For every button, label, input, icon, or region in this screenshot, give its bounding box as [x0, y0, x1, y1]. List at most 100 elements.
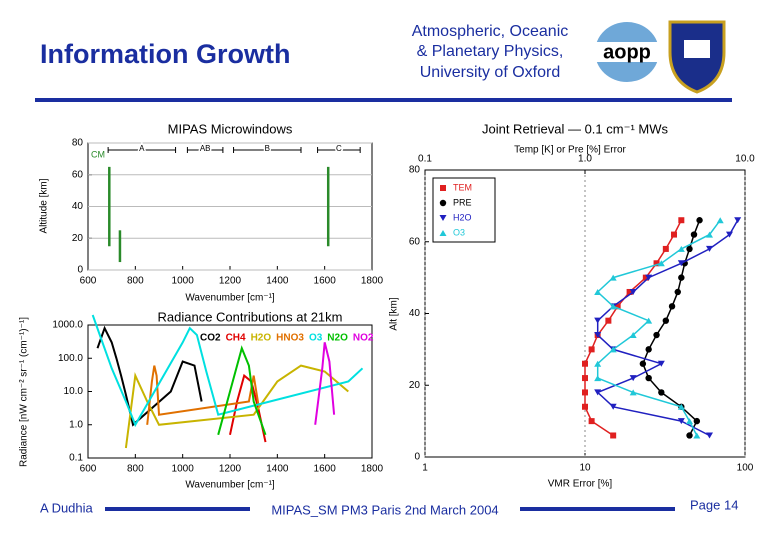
- point: [678, 274, 685, 281]
- y-tick-label: 0.1: [69, 453, 83, 464]
- x-axis-label: Wavenumber [cm⁻¹]: [185, 480, 275, 491]
- legend-label: O3: [309, 333, 323, 344]
- x-tick-label: 800: [127, 464, 144, 475]
- point: [582, 403, 588, 410]
- legend-label: H2O: [251, 333, 272, 344]
- point: [653, 331, 660, 339]
- point: [440, 185, 446, 191]
- y-tick-label: 80: [72, 138, 84, 149]
- point: [662, 245, 669, 252]
- legend-label: N2O: [327, 333, 348, 344]
- point: [657, 260, 665, 267]
- x-tick-label: 600: [80, 276, 97, 287]
- y-tick-label: 60: [72, 169, 84, 180]
- institute-line: University of Oxford: [420, 64, 560, 81]
- point: [642, 274, 649, 281]
- aopp-logo-text: aopp: [603, 41, 651, 63]
- point: [645, 317, 653, 324]
- point: [594, 317, 602, 324]
- chart-title: Radiance Contributions at 21km: [158, 309, 343, 324]
- point: [439, 199, 447, 207]
- y-axis-label: Radiance [nW cm⁻² sr⁻¹ (cm⁻¹)⁻¹]: [19, 317, 30, 467]
- y-axis-label: Alt [km]: [389, 297, 400, 331]
- x-tick-label: 600: [80, 464, 97, 475]
- profile-line: [642, 219, 701, 436]
- point: [629, 389, 637, 396]
- x-tick-label: 1800: [361, 276, 384, 287]
- profile-line: [584, 219, 682, 437]
- point: [668, 303, 676, 310]
- legend-label: NO2: [353, 333, 374, 344]
- x-tick-label: 1200: [219, 276, 242, 287]
- point: [588, 346, 595, 353]
- point: [610, 432, 617, 439]
- slide-title: Information Growth: [40, 39, 290, 69]
- footer-event: MIPAS_SM PM3 Paris 2nd March 2004: [271, 502, 498, 517]
- radiance-line: [229, 373, 267, 443]
- radiance-line: [124, 364, 349, 449]
- aopp-logo-band: [593, 42, 661, 62]
- chart-title: Joint Retrieval — 0.1 cm⁻¹ MWs: [482, 121, 669, 136]
- legend-label: H2O: [453, 212, 472, 222]
- point: [629, 332, 637, 339]
- point: [582, 389, 588, 396]
- y-tick-label: 0: [414, 452, 420, 463]
- point: [706, 231, 714, 238]
- x2-tick-label: 1.0: [578, 154, 592, 165]
- radiance-line: [217, 345, 267, 436]
- chart-title: MIPAS Microwindows: [168, 121, 293, 136]
- point: [693, 432, 701, 439]
- legend-label: CO2: [200, 333, 221, 344]
- point: [439, 215, 447, 221]
- footer-page: Page 14: [690, 497, 738, 512]
- point: [614, 303, 621, 310]
- institute-line: & Planetary Physics,: [417, 43, 564, 60]
- point: [639, 360, 647, 367]
- x-tick-label: 1400: [266, 276, 289, 287]
- point: [690, 231, 698, 238]
- point: [706, 245, 714, 252]
- point: [725, 231, 733, 238]
- point: [677, 418, 685, 425]
- y-tick-label: 20: [72, 233, 84, 244]
- point: [674, 288, 681, 296]
- point: [645, 346, 652, 353]
- x-tick-label: 1200: [219, 464, 242, 475]
- x-tick-label: 1000: [172, 464, 195, 475]
- point: [653, 260, 660, 267]
- y-tick-label: 40: [72, 201, 84, 212]
- point: [677, 245, 685, 252]
- point: [677, 403, 685, 410]
- legend-label: PRE: [453, 197, 472, 207]
- radiance-line: [146, 365, 260, 425]
- point: [439, 230, 447, 236]
- point: [678, 217, 685, 224]
- footer-author: A Dudhia: [40, 500, 94, 515]
- y-tick-label: 80: [409, 165, 421, 176]
- point: [716, 217, 724, 224]
- point: [588, 418, 595, 425]
- point: [582, 375, 588, 382]
- y-axis-label: Altitude [km]: [39, 178, 50, 233]
- legend-label: O3: [453, 227, 465, 237]
- x-tick-label: 1000: [172, 276, 195, 287]
- radiance-line: [314, 342, 336, 425]
- point: [662, 317, 670, 324]
- point: [629, 375, 637, 382]
- radiance-line: [91, 314, 364, 428]
- band-label: B: [265, 144, 270, 153]
- band-label: A: [139, 144, 145, 153]
- y-tick-label: 1000.0: [52, 320, 83, 331]
- x-axis-label: VMR Error [%]: [548, 479, 613, 490]
- point: [645, 374, 652, 382]
- legend-label: CM: [91, 149, 105, 159]
- x-axis-label: Wavenumber [cm⁻¹]: [185, 293, 275, 304]
- crest-book: [684, 40, 710, 58]
- point: [671, 231, 678, 238]
- point: [605, 317, 612, 324]
- band-label: C: [336, 144, 342, 153]
- point: [609, 346, 617, 353]
- point: [696, 217, 703, 224]
- band-label: AB: [200, 144, 211, 153]
